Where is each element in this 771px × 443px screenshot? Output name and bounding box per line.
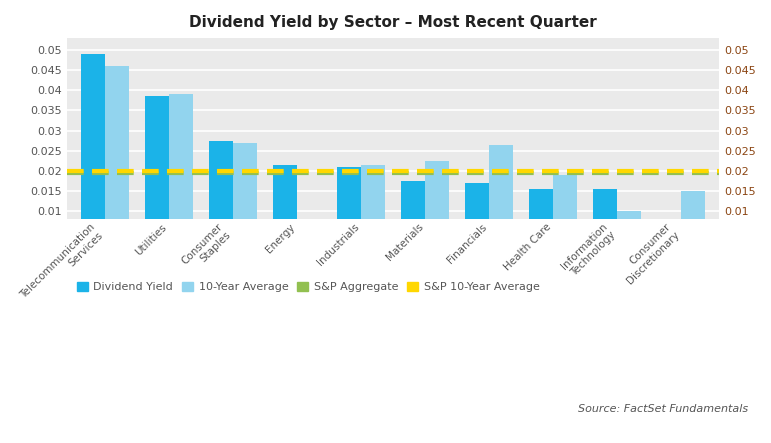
Bar [361,165,386,251]
Legend: Dividend Yield, 10-Year Average, S&P Aggregate, S&P 10-Year Average: Dividend Yield, 10-Year Average, S&P Agg… [72,277,544,297]
Bar [425,161,449,251]
Bar [105,66,130,251]
Bar [401,181,425,251]
Title: Dividend Yield by Sector – Most Recent Quarter: Dividend Yield by Sector – Most Recent Q… [189,15,597,30]
Bar [529,189,553,251]
Bar [681,191,705,251]
Bar [145,97,169,251]
Bar [233,143,258,251]
Bar [465,183,489,251]
Bar [273,165,297,251]
Bar [553,175,577,251]
Bar [81,54,105,251]
Bar [593,189,617,251]
Bar [617,211,641,251]
Bar [489,145,513,251]
Text: Source: FactSet Fundamentals: Source: FactSet Fundamentals [577,404,748,414]
Bar [169,94,194,251]
Bar [209,140,233,251]
Bar [337,167,361,251]
